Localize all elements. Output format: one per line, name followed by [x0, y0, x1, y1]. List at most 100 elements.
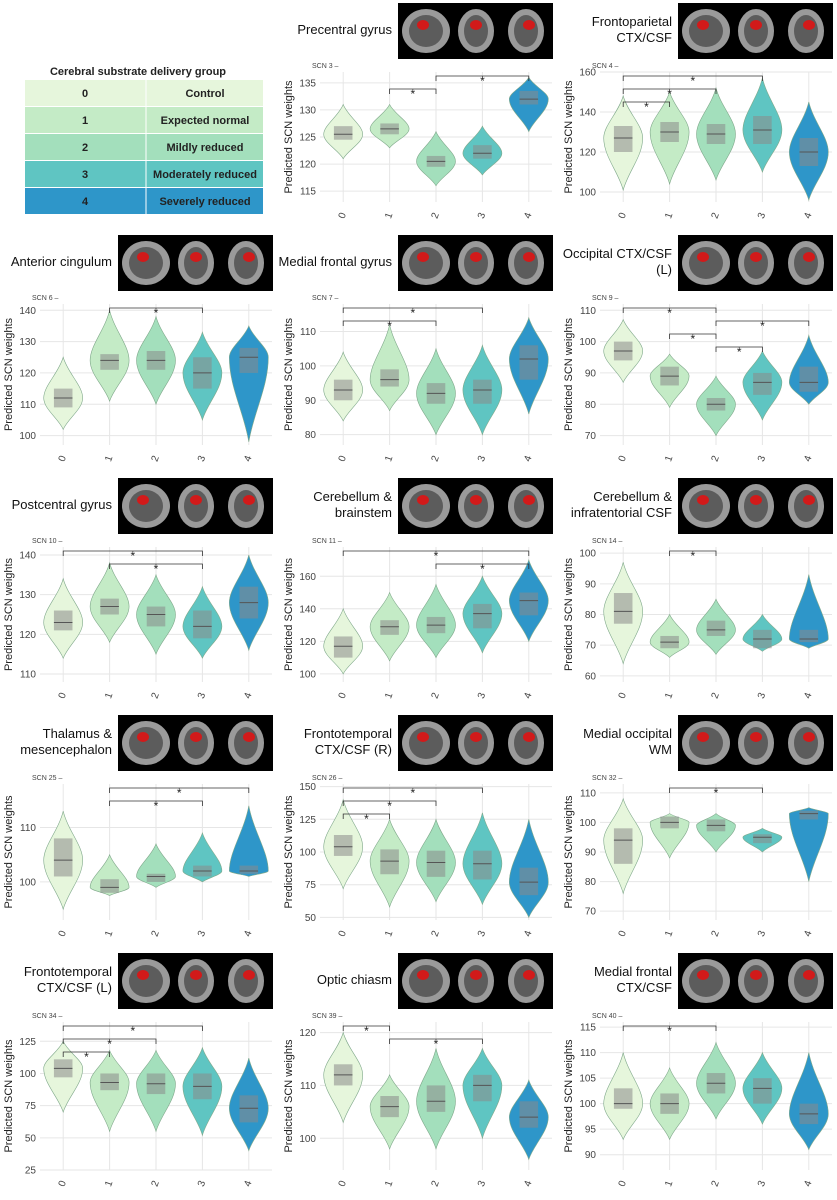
panel: Precentral gyrus SCN 3 – Predicted SCN wei…	[283, 3, 553, 220]
box	[146, 606, 166, 627]
y-tick-label: 100	[299, 669, 316, 680]
panel-title: Thalamus &	[43, 726, 113, 741]
x-tick-label: 0	[57, 454, 69, 463]
roi	[750, 970, 762, 980]
x-tick-label: 4	[802, 929, 814, 938]
y-axis-label: Predicted SCN weights	[283, 1039, 295, 1153]
y-tick-label: 75	[25, 1101, 37, 1112]
roi	[470, 252, 482, 262]
roi	[417, 495, 429, 505]
sig-bracket	[62, 1025, 203, 1031]
violin	[789, 1052, 829, 1151]
x-tick-label: 0	[57, 691, 69, 700]
brain-slice-inner	[514, 727, 538, 759]
box	[333, 126, 353, 140]
brain-slice-inner	[744, 490, 768, 522]
box	[473, 603, 492, 629]
x-tick-label: 2	[430, 454, 442, 463]
box	[613, 828, 633, 864]
panel: Optic chiasm SCN 39 – Predicted SCN weight…	[283, 953, 553, 1188]
roi	[750, 252, 762, 262]
sig-bracket	[62, 1051, 110, 1057]
box	[380, 849, 399, 875]
x-tick-label: 4	[242, 1179, 254, 1188]
brain-slice-inner	[234, 490, 258, 522]
x-tick-label: 2	[710, 211, 722, 220]
roi	[750, 732, 762, 742]
sig-bracket	[622, 307, 717, 313]
brain-slice-inner	[464, 247, 488, 279]
y-tick-label: 100	[579, 188, 596, 199]
y-tick-label: 100	[299, 848, 316, 859]
roi	[523, 495, 535, 505]
y-tick-label: 120	[19, 630, 36, 641]
box	[100, 879, 119, 893]
brain-slice-inner	[794, 727, 818, 759]
brain-slice-inner	[234, 965, 258, 997]
roi	[243, 252, 255, 262]
x-tick-label: 2	[150, 1179, 162, 1188]
legend-row	[25, 161, 263, 187]
scn-label: SCN 10 –	[32, 538, 62, 545]
brain-slice-inner	[744, 965, 768, 997]
roi	[190, 970, 202, 980]
y-tick-label: 160	[579, 68, 596, 79]
roi	[523, 252, 535, 262]
x-tick-label: 0	[337, 929, 349, 938]
roi	[190, 732, 202, 742]
sig-bracket	[622, 101, 670, 107]
x-tick-label: 3	[196, 1179, 208, 1188]
box	[473, 145, 492, 159]
x-tick-label: 4	[522, 454, 534, 463]
roi	[803, 20, 815, 30]
box	[193, 610, 212, 639]
y-tick-label: 110	[20, 670, 36, 681]
x-tick-label: 4	[522, 211, 534, 220]
roi	[803, 252, 815, 262]
y-tick-label: 70	[585, 907, 597, 918]
roi	[137, 495, 149, 505]
sig-bracket	[622, 75, 763, 81]
sig-label: *	[84, 1050, 89, 1064]
box	[473, 850, 492, 880]
x-tick-label: 3	[756, 691, 768, 700]
roi	[523, 970, 535, 980]
roi	[523, 20, 535, 30]
legend-title: Cerebral substrate delivery group	[50, 66, 226, 78]
x-tick-label: 1	[103, 1179, 115, 1188]
y-tick-label: 100	[19, 431, 36, 442]
brain-slice-inner	[794, 247, 818, 279]
box	[613, 126, 633, 152]
x-tick-label: 1	[663, 691, 675, 700]
legend-label: Severely reduced	[159, 196, 250, 208]
box	[239, 1095, 259, 1123]
panel: Cerebellum &brainstem SCN 11 – Predicted S…	[283, 478, 553, 700]
y-axis-label: Predicted SCN weights	[563, 317, 575, 431]
scn-label: SCN 34 –	[32, 1013, 62, 1020]
x-tick-label: 1	[383, 691, 395, 700]
y-axis-label: Predicted SCN weights	[283, 317, 295, 431]
y-axis-label: Predicted SCN weights	[3, 557, 15, 671]
sig-label: *	[667, 87, 672, 101]
roi	[137, 732, 149, 742]
sig-label: *	[154, 306, 159, 320]
brain-slice-inner	[409, 490, 443, 522]
y-tick-label: 80	[585, 877, 597, 888]
brain-slice-inner	[794, 965, 818, 997]
box	[333, 835, 353, 856]
brain-slice-inner	[689, 965, 723, 997]
panel-title: infratentorial CSF	[571, 505, 672, 520]
roi	[190, 495, 202, 505]
roi	[470, 495, 482, 505]
sig-bracket	[669, 333, 717, 339]
y-tick-label: 70	[585, 641, 597, 652]
sig-label: *	[760, 319, 765, 333]
roi	[697, 732, 709, 742]
x-tick-label: 2	[150, 691, 162, 700]
y-tick-label: 140	[579, 108, 596, 119]
box	[100, 354, 119, 370]
legend-row	[25, 80, 263, 106]
